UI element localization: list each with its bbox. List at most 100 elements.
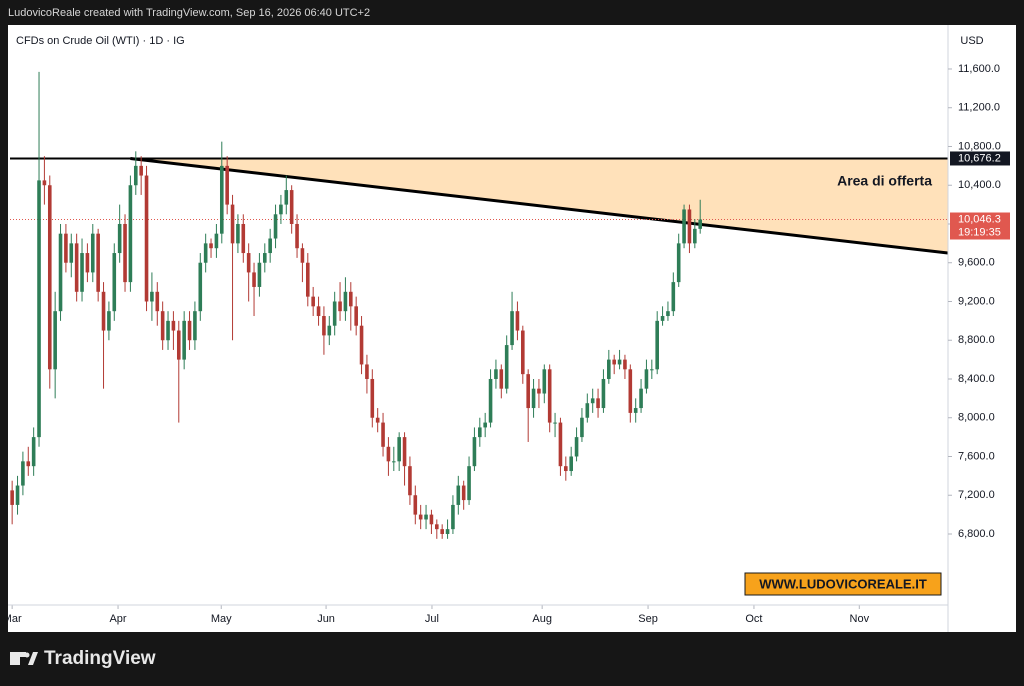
y-tick-label: 9,200.0: [958, 295, 995, 307]
candle-body: [182, 320, 186, 360]
x-tick-label: May: [211, 613, 232, 625]
candle-body: [74, 243, 79, 292]
candle-body: [687, 209, 692, 244]
x-tick-label: Jul: [425, 613, 439, 625]
candle-body: [80, 253, 84, 292]
candle-body: [262, 253, 267, 263]
candle-body: [666, 311, 670, 317]
candle-body: [295, 223, 299, 249]
candle-body: [408, 466, 412, 496]
watermark-box: [744, 572, 942, 596]
candle-body: [644, 369, 649, 389]
candle-body: [327, 325, 332, 336]
candle-body: [429, 514, 434, 525]
candle-body: [418, 514, 423, 520]
candle-body: [236, 223, 240, 244]
candle-body: [515, 311, 520, 331]
candle-body: [478, 427, 482, 438]
candle-body: [171, 320, 176, 331]
chart-title: CFDs on Crude Oil (WTI) · 1D · IG: [16, 35, 185, 47]
candle-body: [547, 369, 552, 423]
currency: USD: [960, 35, 983, 47]
x-tick-label: Mar: [3, 613, 22, 625]
candle-body: [607, 359, 611, 379]
x-tick-label: Apr: [109, 613, 126, 625]
candle-body: [494, 369, 498, 379]
candle-body: [176, 330, 181, 360]
candle-body: [133, 165, 138, 186]
y-tick-label: 11,200.0: [958, 102, 1000, 114]
candle-body: [612, 359, 616, 365]
candle-body: [639, 388, 643, 409]
candle-body: [445, 529, 450, 534]
candle-body: [58, 233, 63, 312]
x-tick-label: Sep: [638, 613, 658, 625]
x-tick-label: Nov: [850, 613, 870, 625]
candle-body: [585, 403, 590, 418]
y-tick-label: 6,800.0: [958, 528, 995, 540]
y-tick-label: 10,800.0: [958, 140, 1001, 152]
candle-body: [279, 204, 283, 215]
y-tick-label: 7,200.0: [958, 489, 995, 501]
candle-body: [542, 369, 547, 394]
candle-body: [558, 422, 563, 467]
candle-body: [472, 437, 477, 467]
candle-body: [268, 238, 272, 254]
candle-body: [392, 461, 396, 463]
candle-body: [440, 529, 444, 534]
candle-body: [85, 253, 90, 273]
candle-body: [456, 485, 461, 505]
candle-body: [230, 204, 235, 244]
plot-area: [10, 71, 948, 539]
candle-body: [69, 243, 74, 263]
candle-body: [435, 524, 439, 530]
brand-logo: [10, 652, 38, 665]
candle-body: [187, 320, 192, 341]
candle-body: [633, 408, 638, 413]
candle-body: [112, 253, 117, 312]
candle-body: [96, 233, 100, 292]
candle-body: [671, 282, 676, 312]
candle-body: [660, 316, 665, 321]
axes: Mar Apr May Jun Jul Aug Sep Oct Nov: [3, 605, 870, 625]
last-price-label: 10,046.3: [958, 213, 1001, 225]
candle-body: [510, 311, 514, 346]
candle-body: [305, 262, 310, 297]
candle-body: [225, 165, 229, 205]
candle-body: [521, 330, 525, 375]
candle-body: [343, 291, 348, 312]
candle-body: [322, 316, 326, 336]
candle-body: [144, 175, 149, 302]
candle-body: [21, 461, 25, 486]
candle-body: [655, 320, 659, 370]
candle-body: [160, 311, 165, 341]
candle-body: [381, 422, 385, 447]
candle-body: [526, 374, 530, 409]
candle-body: [386, 446, 391, 462]
candle-body: [359, 325, 364, 365]
candle-body: [209, 243, 213, 249]
candle-body: [397, 437, 401, 462]
candle-body: [198, 262, 203, 312]
candle-body: [37, 180, 41, 438]
resistance-label: 10,676.2: [958, 152, 1001, 164]
candle-body: [300, 248, 305, 263]
candle-body: [499, 369, 504, 389]
candle-body: [375, 417, 380, 423]
candle-body: [537, 388, 541, 394]
candle-body: [564, 466, 568, 472]
candle-body: [682, 209, 686, 244]
y-tick-label: 7,600.0: [958, 450, 995, 462]
candle-body: [628, 369, 633, 413]
candle-body: [166, 320, 170, 341]
candle-body: [214, 233, 219, 249]
candle-body: [53, 311, 57, 370]
candle-body: [424, 514, 428, 520]
trendline: [130, 156, 948, 255]
candle-body: [219, 165, 224, 234]
candle-body: [311, 296, 315, 307]
y-tick-label: 8,400.0: [958, 373, 995, 385]
candle-body: [155, 291, 160, 312]
candle-body: [31, 437, 36, 467]
candle-body: [467, 466, 471, 501]
